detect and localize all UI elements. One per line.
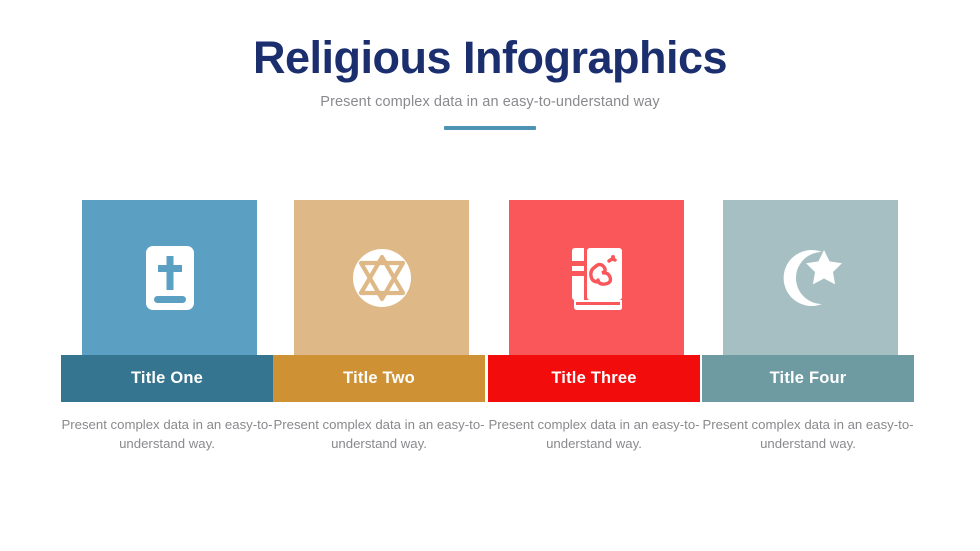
title-bar-four[interactable]: Title Four (702, 355, 914, 402)
title-bar-three[interactable]: Title Three (488, 355, 700, 402)
cards-row: Title One Present complex data in an eas… (0, 200, 980, 490)
title-bar-one[interactable]: Title One (61, 355, 273, 402)
title-bar-two[interactable]: Title Two (273, 355, 485, 402)
card-one[interactable]: Title One Present complex data in an eas… (61, 200, 273, 490)
header: Religious Infographics Present complex d… (0, 32, 980, 130)
card-title-two: Title Two (343, 369, 415, 388)
page-subtitle: Present complex data in an easy-to-under… (320, 93, 660, 110)
card-three[interactable]: Title Three Present complex data in an e… (488, 200, 700, 490)
icon-panel-one (82, 200, 257, 355)
star-of-david-icon (351, 247, 413, 309)
card-description-four: Present complex data in an easy-to-under… (702, 417, 914, 452)
card-description-three: Present complex data in an easy-to-under… (488, 417, 700, 452)
star-and-crescent-icon (778, 246, 844, 310)
card-two[interactable]: Title Two Present complex data in an eas… (273, 200, 485, 490)
card-four[interactable]: Title Four Present complex data in an ea… (702, 200, 914, 490)
icon-panel-four (723, 200, 898, 355)
divider-wrap (0, 125, 980, 130)
icon-panel-three (509, 200, 684, 355)
card-description-two: Present complex data in an easy-to-under… (273, 417, 485, 452)
card-description-one: Present complex data in an easy-to-under… (61, 417, 273, 452)
bible-cross-book-icon (142, 244, 198, 312)
card-title-three: Title Three (551, 369, 637, 388)
page-title: Religious Infographics (252, 32, 728, 83)
om-book-icon (568, 245, 626, 311)
header-divider (444, 125, 536, 130)
icon-panel-two (294, 200, 469, 355)
card-title-four: Title Four (769, 369, 847, 388)
card-title-one: Title One (130, 369, 204, 388)
